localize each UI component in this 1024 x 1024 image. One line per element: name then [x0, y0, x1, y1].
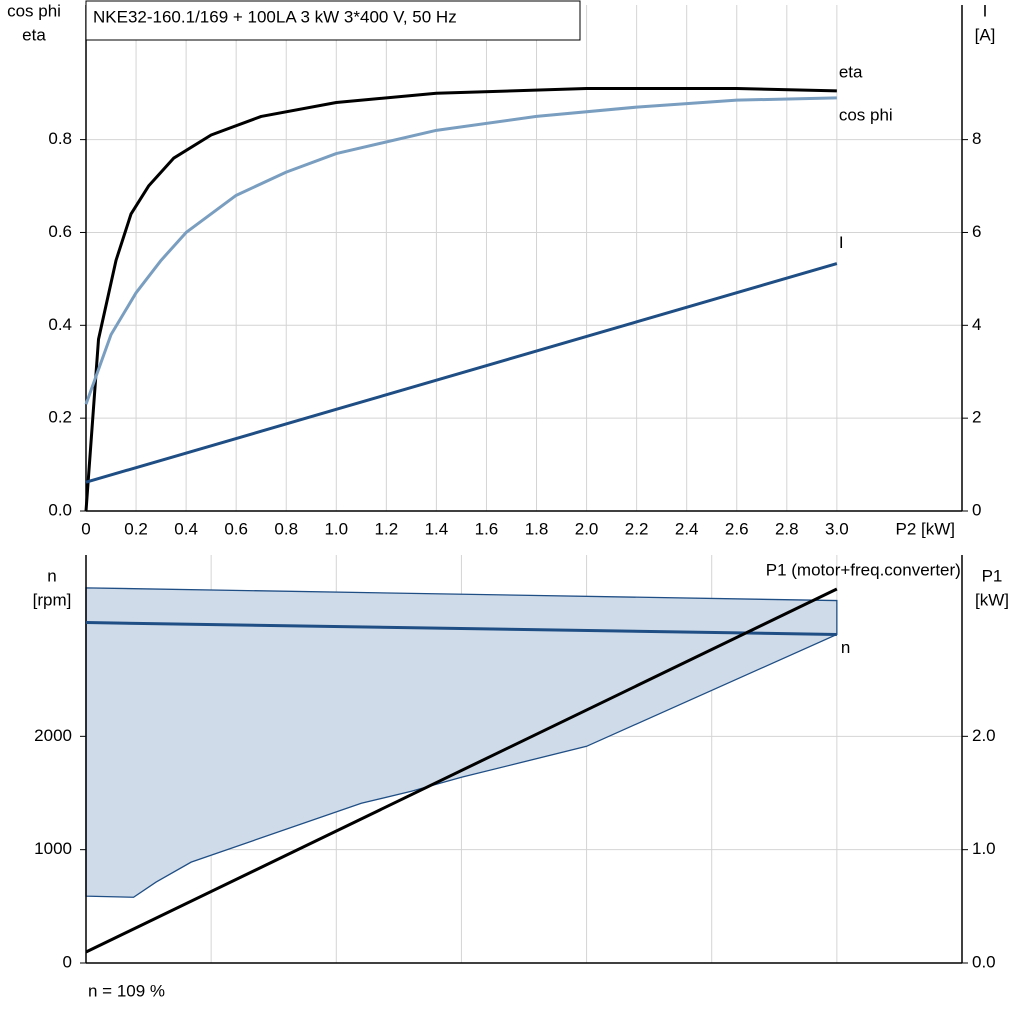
y-axis-label: [rpm]	[33, 590, 72, 609]
x-tick-label: 2.6	[725, 519, 749, 538]
series-label: n	[841, 638, 850, 657]
x-tick-label: 3.0	[825, 519, 849, 538]
y-tick-label: 1000	[34, 839, 72, 858]
line	[85, 621, 837, 636]
x-tick-label: 0.4	[174, 519, 198, 538]
x-tick-label: 2.8	[775, 519, 799, 538]
x-axis-label: P2 [kW]	[895, 519, 955, 538]
x-tick-label: 0.6	[224, 519, 248, 538]
x-tick-label: 1.2	[375, 519, 399, 538]
y2-tick-label: 2.0	[972, 726, 996, 745]
series-label: I	[839, 233, 844, 252]
y2-tick-label: 0.0	[972, 952, 996, 971]
x-tick-label: 0	[81, 519, 90, 538]
y-tick-label: 0.6	[48, 222, 72, 241]
y2-tick-label: 6	[972, 222, 981, 241]
y-tick-label: 0.4	[48, 315, 72, 334]
x-tick-label: 1.6	[475, 519, 499, 538]
x-tick-label: 2.2	[625, 519, 649, 538]
x-tick-label: 0.2	[124, 519, 148, 538]
line	[84, 87, 837, 512]
series-label: cos phi	[839, 105, 893, 124]
x-tick-label: 2.0	[575, 519, 599, 538]
series-label: eta	[839, 62, 863, 81]
x-tick-label: 1.0	[324, 519, 348, 538]
y2-axis-label: I	[983, 1, 988, 20]
note: n = 109 %	[88, 981, 165, 1000]
y-tick-label: 0.0	[48, 500, 72, 519]
x-tick-label: 1.8	[525, 519, 549, 538]
line	[85, 262, 838, 484]
x-tick-label: 0.8	[274, 519, 298, 538]
title-box	[85, 0, 581, 41]
x-tick-label: 2.4	[675, 519, 699, 538]
series-label: P1 (motor+freq.converter)	[766, 560, 961, 579]
line	[84, 96, 837, 405]
y2-axis-label: [A]	[975, 25, 996, 44]
y-tick-label: 0.8	[48, 129, 72, 148]
chart-title: NKE32-160.1/169 + 100LA 3 kW 3*400 V, 50…	[93, 7, 457, 26]
band	[85, 587, 838, 898]
x-tick-label: 1.4	[425, 519, 449, 538]
y2-tick-label: 2	[972, 408, 981, 427]
y2-tick-label: 0	[972, 500, 981, 519]
y-axis-label: cos phi	[7, 1, 61, 20]
y-tick-label: 0.2	[48, 408, 72, 427]
line	[85, 587, 838, 954]
y2-axis-label: P1	[982, 566, 1003, 585]
y2-tick-label: 8	[972, 129, 981, 148]
y-tick-label: 0	[63, 952, 72, 971]
y2-tick-label: 1.0	[972, 839, 996, 858]
y-tick-label: 2000	[34, 726, 72, 745]
y-axis-label: n	[47, 566, 56, 585]
y2-axis-label: [kW]	[975, 590, 1009, 609]
y2-tick-label: 4	[972, 315, 981, 334]
y-axis-label: eta	[22, 25, 46, 44]
